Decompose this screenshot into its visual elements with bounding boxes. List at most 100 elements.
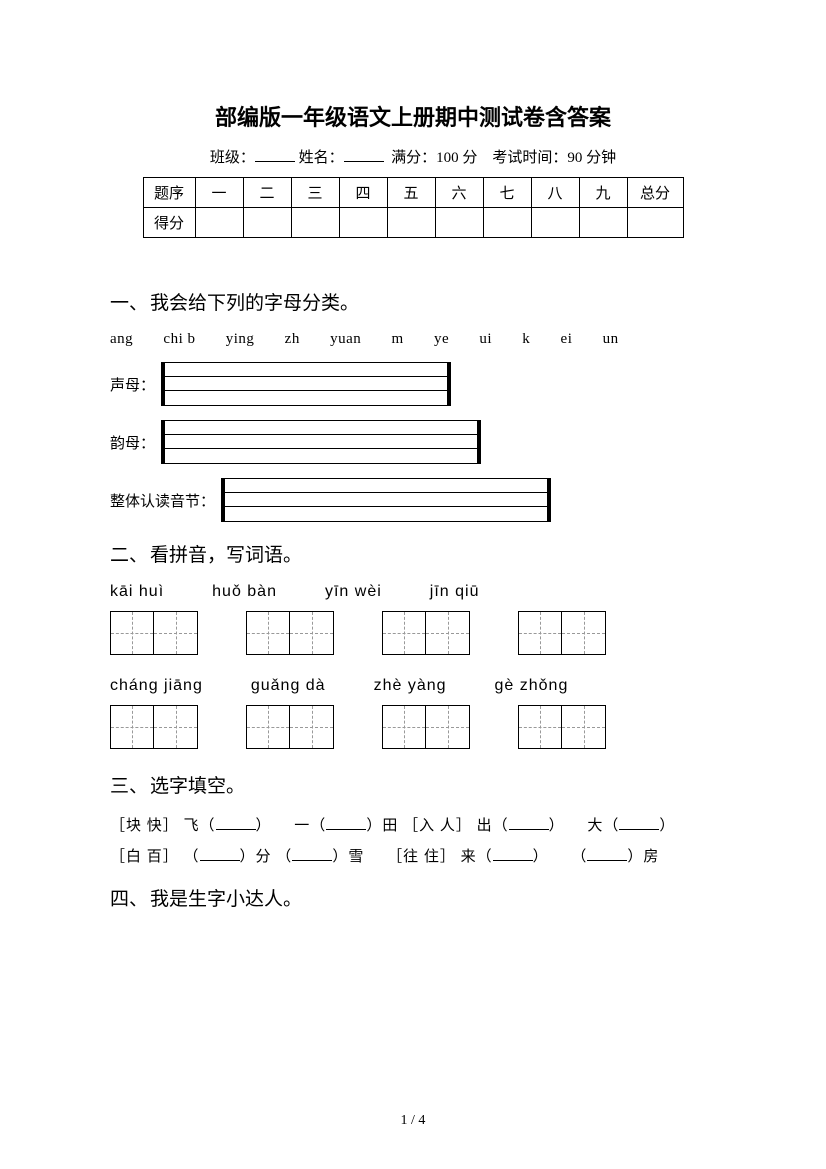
cell[interactable] [435,208,483,238]
tian-pair[interactable] [110,611,198,655]
text: ）田 [366,818,398,834]
text: ）雪 [332,849,364,865]
blank[interactable] [326,818,366,830]
blank[interactable] [587,849,627,861]
letter: ei [561,331,573,347]
name-blank[interactable] [344,148,384,162]
letter: zh [285,331,300,347]
score-table: 题序 一 二 三 四 五 六 七 八 九 总分 得分 [143,177,684,238]
blank[interactable] [493,849,533,861]
q2-heading: 二、看拼音，写词语。 [110,540,716,567]
tian-pair[interactable] [246,611,334,655]
writing-box[interactable] [161,420,481,464]
q3-line2: ［白 百］ （）分 （）雪 ［往 住］ 来（） （）房 [110,845,716,866]
cell: 六 [435,178,483,208]
tian-pair[interactable] [382,705,470,749]
q4-num: 四、 [110,884,150,911]
blank[interactable] [216,818,256,830]
text: 来（ [461,849,493,865]
letter: k [522,331,530,347]
pinyin-word: jīn qiū [430,583,480,601]
tian-pair[interactable] [382,611,470,655]
table-row: 得分 [143,208,683,238]
text: （ [184,849,200,865]
class-blank[interactable] [255,148,295,162]
q1-heading: 一、我会给下列的字母分类。 [110,288,716,315]
full-label: 满分： [391,150,436,166]
q1-letters: ang chi b ying zh yuan m ye ui k ei un [110,331,716,348]
pinyin-word: kāi huì [110,583,164,601]
text: ）分 [240,849,272,865]
tian-pair[interactable] [110,705,198,749]
classify-label: 整体认读音节： [110,490,215,511]
cell[interactable] [627,208,683,238]
pinyin-word: cháng jiāng [110,677,203,695]
text: （ [571,849,587,865]
cell[interactable] [195,208,243,238]
cell: 八 [531,178,579,208]
blank[interactable] [509,818,549,830]
text: ） [533,849,549,865]
pinyin-word: huǒ bàn [212,583,277,601]
cell: 七 [483,178,531,208]
q3-line1: ［块 快］ 飞（） 一（）田 ［入 人］ 出（） 大（） [110,814,716,835]
letter: ye [434,331,449,347]
choice-group: ［往 住］ [387,849,456,865]
classify-label: 韵母： [110,432,155,453]
text: 大（ [587,818,619,834]
text: 出（ [477,818,509,834]
cell: 四 [339,178,387,208]
page-title: 部编版一年级语文上册期中测试卷含答案 [110,100,716,132]
text: ）房 [627,849,659,865]
letter: ying [226,331,255,347]
full-value: 100 分 [436,150,477,166]
tian-pair[interactable] [518,611,606,655]
q4-heading: 四、我是生字小达人。 [110,884,716,911]
cell[interactable] [387,208,435,238]
pinyin-word: yīn wèi [325,583,382,601]
q1-num: 一、 [110,288,150,315]
cell: 二 [243,178,291,208]
q3-num: 三、 [110,771,150,798]
text: 一（ [294,818,326,834]
tian-pair[interactable] [246,705,334,749]
tian-row [110,611,716,655]
cell[interactable] [339,208,387,238]
blank[interactable] [619,818,659,830]
q3-heading: 三、选字填空。 [110,771,716,798]
name-label: 姓名： [299,150,344,166]
info-line: 班级： 姓名： 满分：100 分 考试时间：90 分钟 [110,146,716,167]
text: （ [276,849,292,865]
cell: 题序 [143,178,195,208]
choice-group: ［白 百］ [110,849,179,865]
pinyin-row: kāi huì huǒ bàn yīn wèi jīn qiū [110,583,716,601]
cell: 九 [579,178,627,208]
pinyin-word: guǎng dà [251,677,326,695]
page-number: 1 / 4 [0,1113,826,1129]
q1-text: 我会给下列的字母分类。 [150,293,359,314]
cell[interactable] [243,208,291,238]
tian-pair[interactable] [518,705,606,749]
cell: 得分 [143,208,195,238]
cell[interactable] [483,208,531,238]
cell[interactable] [291,208,339,238]
text: 飞（ [184,818,216,834]
cell: 一 [195,178,243,208]
writing-box[interactable] [221,478,551,522]
time-label: 考试时间： [492,150,567,166]
letter: yuan [330,331,361,347]
letter: m [392,331,404,347]
letter: un [603,331,619,347]
cell[interactable] [579,208,627,238]
blank[interactable] [200,849,240,861]
blank[interactable] [292,849,332,861]
cell: 三 [291,178,339,208]
text: ） [549,818,565,834]
text: ） [659,818,675,834]
classify-label: 声母： [110,374,155,395]
pinyin-row: cháng jiāng guǎng dà zhè yàng gè zhǒng [110,677,716,695]
q4-text: 我是生字小达人。 [150,889,302,910]
choice-group: ［入 人］ [403,818,472,834]
cell[interactable] [531,208,579,238]
writing-box[interactable] [161,362,451,406]
